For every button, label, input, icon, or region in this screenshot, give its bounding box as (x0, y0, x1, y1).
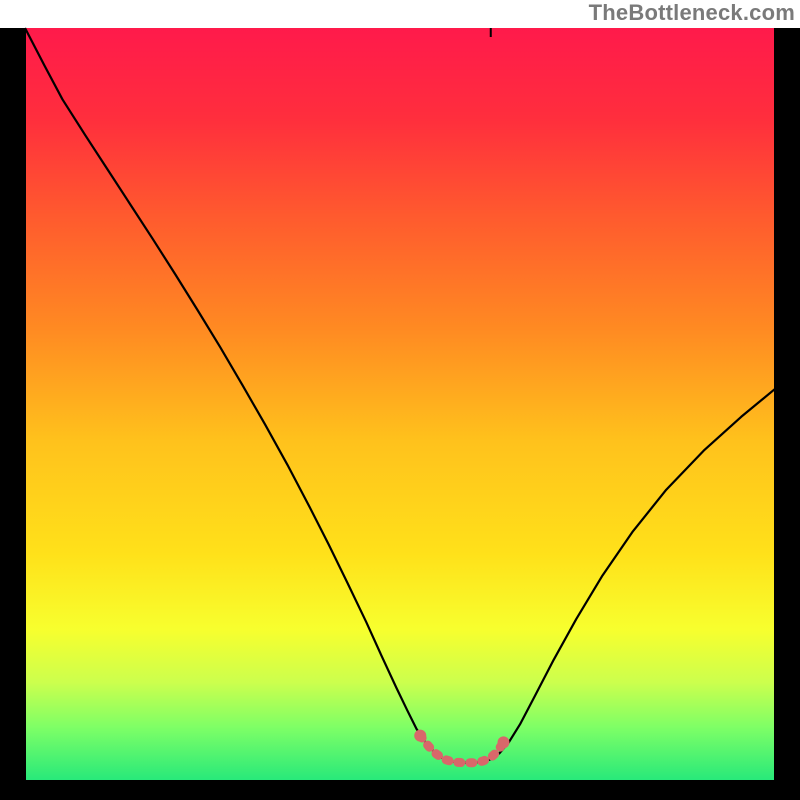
watermark-text: TheBottleneck.com (589, 0, 795, 26)
frame-bottom_bar (0, 780, 800, 800)
highlight-endpoint-0 (414, 730, 426, 742)
frame-right_bar (774, 28, 800, 781)
gradient-background (25, 28, 775, 780)
chart-root: TheBottleneck.com (0, 0, 800, 800)
bottleneck-curve-chart (0, 0, 800, 800)
highlight-endpoint-1 (498, 736, 510, 748)
frame-left_bar (0, 28, 26, 781)
